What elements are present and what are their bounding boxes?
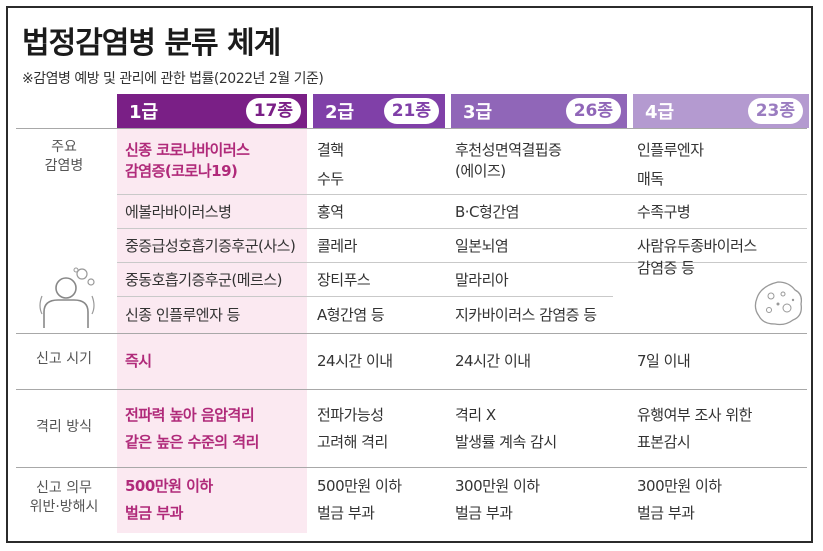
- report-time-cell: 24시간 이내: [317, 352, 393, 370]
- isolation-line: 표본감시: [637, 433, 691, 451]
- disease-item: 인플루엔자: [637, 141, 704, 159]
- grade3-count-badge: 26종: [565, 98, 621, 124]
- disease-item: B·C형간염: [455, 203, 519, 221]
- disease-item: 말라리아: [455, 271, 509, 289]
- disease-item: 홍역: [317, 203, 344, 221]
- grade3-header: 3급 26종: [451, 94, 627, 128]
- isolation-line: 유행여부 조사 위한: [637, 406, 752, 424]
- disease-item: A형간염 등: [317, 306, 385, 324]
- row-label-diseases: 주요 감염병: [16, 138, 112, 176]
- grade1-label: 1급: [129, 102, 159, 123]
- isolation-line: 같은 높은 수준의 격리: [125, 433, 259, 451]
- row-label-report-time: 신고 시기: [36, 351, 92, 367]
- row-label-line: 위반·방해시: [29, 499, 99, 515]
- grade4-count-badge: 23종: [747, 98, 803, 124]
- penalty-line: 500만원 이하: [125, 477, 213, 495]
- disease-item: 매독: [637, 170, 664, 188]
- isolation-line: 격리 X: [455, 406, 496, 424]
- disease-item: 콜레라: [317, 237, 357, 255]
- disease-item: 결핵: [317, 141, 344, 159]
- penalty-line: 벌금 부과: [455, 504, 513, 522]
- disease-item: 중동호흡기증후군(메르스): [125, 271, 283, 289]
- penalty-line: 벌금 부과: [637, 504, 695, 522]
- infographic-frame: 법정감염병 분류 체계 ※감염병 예방 및 관리에 관한 법률(2022년 2월…: [6, 6, 813, 543]
- disease-item: 수두: [317, 170, 344, 188]
- grade1-count-badge: 17종: [245, 98, 301, 124]
- disease-item: 장티푸스: [317, 271, 371, 289]
- penalty-line: 500만원 이하: [317, 477, 402, 495]
- grade2-header: 2급 21종: [313, 94, 445, 128]
- disease-item: 수족구병: [637, 203, 691, 221]
- disease-item: 사람유두종바이러스: [637, 237, 757, 255]
- virus-icon: [754, 281, 803, 326]
- row-label-penalty: 신고 의무 위반·방해시: [16, 479, 112, 517]
- penalty-line: 벌금 부과: [317, 504, 375, 522]
- person-icon: [39, 267, 95, 328]
- row-divider: [117, 194, 807, 195]
- isolation-line: 전파가능성: [317, 406, 384, 424]
- row-divider: [117, 228, 807, 229]
- report-time-cell: 7일 이내: [637, 352, 691, 370]
- penalty-line: 벌금 부과: [125, 504, 183, 522]
- row-label-line: 주요: [51, 139, 77, 155]
- isolation-line: 고려해 격리: [317, 433, 388, 451]
- disease-item: (에이즈): [455, 162, 506, 180]
- disease-item: 후천성면역결핍증: [455, 141, 562, 159]
- row-divider: [16, 333, 807, 334]
- row-divider: [16, 389, 807, 390]
- isolation-line: 전파력 높아 음압격리: [125, 406, 255, 424]
- penalty-line: 300만원 이하: [455, 477, 540, 495]
- disease-item: 에볼라바이러스병: [125, 203, 232, 221]
- grade3-label: 3급: [463, 102, 493, 123]
- grade2-count-badge: 21종: [383, 98, 439, 124]
- report-time-cell: 24시간 이내: [455, 352, 531, 370]
- page-subtitle: ※감염병 예방 및 관리에 관한 법률(2022년 2월 기준): [22, 71, 324, 87]
- penalty-line: 300만원 이하: [637, 477, 722, 495]
- row-label-isolation: 격리 방식: [36, 419, 92, 435]
- row-divider: [117, 262, 807, 263]
- grade1-column-background: [117, 128, 307, 533]
- disease-item: 신종 인플루엔자 등: [125, 306, 240, 324]
- grade4-label: 4급: [645, 102, 675, 123]
- page-title: 법정감염병 분류 체계: [22, 26, 281, 61]
- disease-item: 일본뇌염: [455, 237, 509, 255]
- row-divider: [16, 128, 807, 129]
- disease-item: 중증급성호흡기증후군(사스): [125, 237, 296, 255]
- grade1-header: 1급 17종: [117, 94, 307, 128]
- grade2-label: 2급: [325, 102, 355, 123]
- disease-item: 감염증(코로나19): [125, 162, 238, 180]
- report-time-cell: 즉시: [125, 352, 152, 370]
- row-label-line: 감염병: [44, 158, 84, 174]
- disease-item: 감염증 등: [637, 259, 695, 277]
- row-label-line: 신고 의무: [36, 480, 92, 496]
- disease-item: 신종 코로나바이러스: [125, 141, 250, 159]
- row-divider: [16, 467, 807, 468]
- row-divider: [117, 296, 613, 297]
- isolation-line: 발생률 계속 감시: [455, 433, 557, 451]
- disease-item: 지카바이러스 감염증 등: [455, 306, 597, 324]
- grade4-header: 4급 23종: [633, 94, 809, 128]
